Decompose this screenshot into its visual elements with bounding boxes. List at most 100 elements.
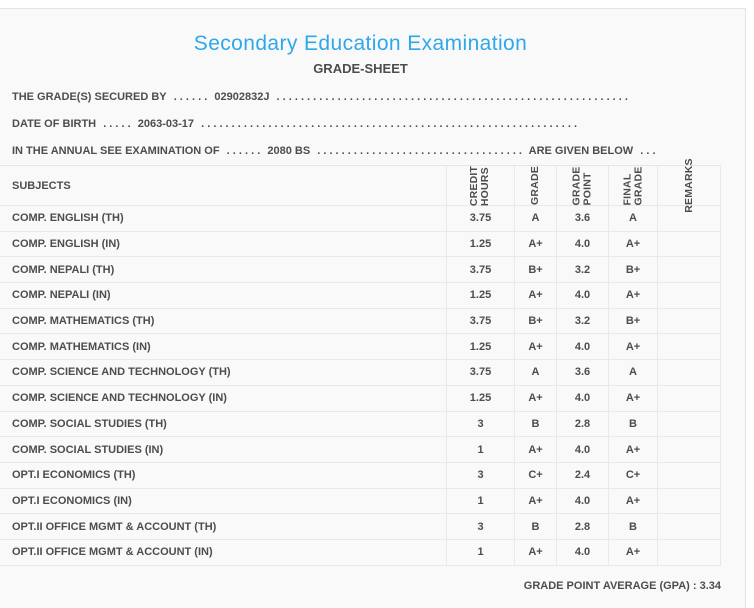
gpa-summary: GRADE POINT AVERAGE (GPA) : 3.34 — [523, 579, 721, 592]
exam-year-end-dots: . . . — [640, 145, 656, 157]
final-grade-cell: A — [608, 360, 657, 385]
grade-cell: B+ — [514, 308, 556, 334]
credit-hours-cell: 3.75 — [446, 206, 514, 231]
table-row: OPT.I ECONOMICS (TH) 3 C+ 2.4 C+ — [0, 462, 721, 489]
grade-cell: B — [514, 514, 556, 539]
table-header-row: SUBJECTS CREDIT HOURS GRADE GRADE POINT … — [0, 158, 721, 213]
final-grade-cell: A+ — [608, 385, 657, 411]
final-grade-cell: A — [608, 206, 657, 231]
grade-point-cell: 3.2 — [556, 308, 608, 334]
grade-point-cell: 2.8 — [556, 514, 608, 539]
final-grade-cell: B — [608, 411, 657, 437]
remarks-cell — [657, 539, 721, 565]
page-subtitle: GRADE-SHEET — [313, 61, 408, 76]
final-grade-cell: A+ — [608, 539, 657, 565]
subject-cell: OPT.I ECONOMICS (TH) — [12, 469, 136, 482]
subject-cell: COMP. SOCIAL STUDIES (TH) — [12, 417, 167, 430]
credit-hours-cell: 1.25 — [446, 283, 514, 308]
grade-cell: A+ — [514, 231, 556, 257]
grade-point-cell: 2.8 — [556, 411, 608, 437]
remarks-cell — [657, 514, 721, 539]
dob-trailing-dots: . . . . . . . . . . . . . . . . . . . . … — [201, 118, 578, 130]
final-grade-cell: B+ — [608, 257, 657, 283]
credit-hours-cell: 3 — [446, 462, 514, 488]
info-line-secured-by: THE GRADE(S) SECURED BY . . . . . . 0290… — [0, 84, 721, 111]
final-grade-cell: B — [608, 514, 657, 539]
table-row: COMP. ENGLISH (TH) 3.75 A 3.6 A — [0, 206, 721, 232]
secured-by-label: THE GRADE(S) SECURED BY — [12, 91, 167, 103]
grade-cell: A+ — [514, 488, 556, 514]
grade-point-cell: 4.0 — [556, 437, 608, 462]
grade-point-cell: 3.2 — [556, 257, 608, 283]
table-row: OPT.II OFFICE MGMT & ACCOUNT (TH) 3 B 2.8 B — [0, 514, 721, 540]
final-grade-cell: A+ — [608, 231, 657, 257]
table-row: COMP. SCIENCE AND TECHNOLOGY (TH) 3.75 A 3.… — [0, 360, 721, 386]
credit-hours-cell: 1 — [446, 437, 514, 462]
grade-point-cell: 4.0 — [556, 231, 608, 257]
grade-point-cell: 4.0 — [556, 334, 608, 360]
credit-hours-cell: 1.25 — [446, 334, 514, 360]
grade-table: SUBJECTS CREDIT HOURS GRADE GRADE POINT … — [0, 158, 721, 566]
final-grade-cell: B+ — [608, 308, 657, 334]
info-line-date-of-birth: DATE OF BIRTH . . . . . 2063-03-17 . . .… — [0, 111, 721, 138]
grade-cell: B — [514, 411, 556, 437]
dob-value: 2063-03-17 — [137, 118, 195, 130]
remarks-cell — [657, 385, 721, 411]
are-given-below-label: ARE GIVEN BELOW — [528, 145, 634, 157]
grade-point-cell: 4.0 — [556, 385, 608, 411]
secured-by-trailing-dots: . . . . . . . . . . . . . . . . . . . . … — [276, 91, 628, 103]
grade-cell: A+ — [514, 385, 556, 411]
remarks-header-label: REMARKS — [682, 158, 695, 213]
subject-cell: OPT.I ECONOMICS (IN) — [12, 494, 132, 507]
grade-cell: A+ — [514, 334, 556, 360]
final-grade-cell: A+ — [608, 334, 657, 360]
table-row: COMP. NEPALI (IN) 1.25 A+ 4.0 A+ — [0, 283, 721, 309]
remarks-cell — [657, 308, 721, 334]
candidate-info-block: THE GRADE(S) SECURED BY . . . . . . 0290… — [0, 84, 721, 165]
credit-hours-cell: 3 — [446, 514, 514, 539]
remarks-cell — [657, 257, 721, 283]
exam-year-mid-dots: . . . . . . . . . . . . . . . . . . . . … — [317, 145, 522, 157]
table-row: COMP. SOCIAL STUDIES (TH) 3 B 2.8 B — [0, 411, 721, 438]
gradesheet-content: Secondary Education Examination GRADE-SH… — [0, 32, 721, 592]
dob-label: DATE OF BIRTH — [12, 118, 97, 130]
subject-cell: OPT.II OFFICE MGMT & ACCOUNT (TH) — [12, 520, 217, 533]
page-title: Secondary Education Examination — [193, 32, 528, 55]
credit-hours-cell: 1 — [446, 488, 514, 514]
final-grade-header-label: FINAL GRADE — [620, 166, 644, 205]
remarks-cell — [657, 231, 721, 257]
table-row: COMP. ENGLISH (IN) 1.25 A+ 4.0 A+ — [0, 231, 721, 258]
grade-point-cell: 4.0 — [556, 283, 608, 308]
credit-hours-column-header: CREDIT HOURS — [446, 165, 514, 206]
grade-point-cell: 3.6 — [556, 360, 608, 385]
grade-cell: A+ — [514, 539, 556, 565]
remarks-cell — [657, 411, 721, 437]
subject-cell: COMP. MATHEMATICS (TH) — [12, 315, 155, 328]
grade-header-label: GRADE — [528, 166, 541, 205]
remarks-cell — [657, 206, 721, 231]
grade-cell: A+ — [514, 283, 556, 308]
table-row: COMP. MATHEMATICS (IN) 1.25 A+ 4.0 A+ — [0, 334, 721, 361]
subject-cell: COMP. ENGLISH (TH) — [12, 212, 124, 225]
grade-cell: C+ — [514, 462, 556, 488]
subject-cell: OPT.II OFFICE MGMT & ACCOUNT (IN) — [12, 546, 213, 559]
exam-year-dots: . . . . . . — [226, 145, 261, 157]
exam-year-label: IN THE ANNUAL SEE EXAMINATION OF — [12, 145, 220, 157]
final-grade-cell: A+ — [608, 488, 657, 514]
table-row: COMP. SOCIAL STUDIES (IN) 1 A+ 4.0 A+ — [0, 437, 721, 463]
candidate-symbol-number: 02902832J — [214, 91, 270, 103]
grade-cell: A+ — [514, 437, 556, 462]
dob-dots: . . . . . — [103, 118, 131, 130]
remarks-column-header: REMARKS — [657, 158, 721, 213]
credit-hours-cell: 3.75 — [446, 257, 514, 283]
grade-point-cell: 3.6 — [556, 206, 608, 231]
table-row: COMP. SCIENCE AND TECHNOLOGY (IN) 1.25 A+ 4… — [0, 385, 721, 412]
grade-point-cell: 4.0 — [556, 488, 608, 514]
grade-point-column-header: GRADE POINT — [556, 166, 608, 205]
table-row: OPT.II OFFICE MGMT & ACCOUNT (IN) 1 A+ 4.0 A… — [0, 539, 721, 566]
gradesheet-panel: Secondary Education Examination GRADE-SH… — [0, 8, 746, 608]
credit-hours-cell: 1.25 — [446, 231, 514, 257]
credit-hours-cell: 3 — [446, 411, 514, 437]
remarks-cell — [657, 488, 721, 514]
remarks-cell — [657, 462, 721, 488]
